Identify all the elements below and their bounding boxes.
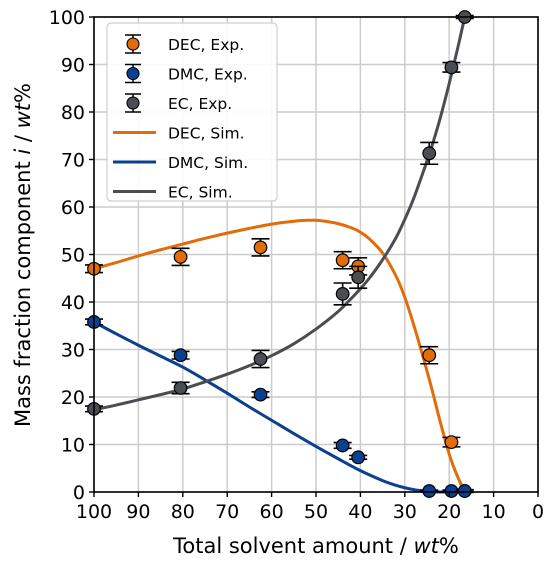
dec-exp-point (253, 240, 268, 255)
legend-label: DMC, Sim. (168, 154, 248, 172)
legend-item-dmc-sim: DMC, Sim. (113, 154, 248, 172)
ec-exp-point (173, 381, 188, 395)
legend-item-dmc-exp: DMC, Exp. (125, 63, 248, 84)
axis-ticks: 100 90 80 70 60 50 40 30 20 10 0010203040506070809… (49, 7, 544, 523)
y-axis-title-i: i (11, 149, 35, 155)
x-tick-label: 70 (215, 501, 239, 523)
y-tick-label: 70 (61, 150, 85, 172)
x-tick-label: 20 (437, 501, 461, 523)
x-tick-label: 100 (76, 501, 112, 523)
dec-exp-point (335, 253, 350, 268)
legend-box (106, 22, 278, 202)
ec-exp-point (422, 146, 437, 161)
y-tick-label: 40 (61, 292, 85, 314)
experimental-points (85, 10, 474, 498)
legend-marker (126, 96, 140, 110)
x-axis-title: Total solvent amount / wt% (172, 534, 459, 558)
y-axis-title-sep: / (11, 128, 35, 148)
legend-label: EC, Exp. (168, 95, 232, 113)
dec-sim-line (92, 218, 467, 494)
x-tick-label: 60 (260, 501, 284, 523)
legend-label: DMC, Exp. (168, 66, 248, 84)
dmc-exp-point (444, 484, 459, 498)
x-tick-label: 50 (304, 501, 328, 523)
x-tick-label: 80 (171, 501, 195, 523)
y-axis-title-main: Mass fraction component (11, 155, 35, 427)
dmc-exp-point (422, 484, 437, 498)
ec-exp-point (335, 287, 350, 301)
ec-exp-point (444, 60, 459, 75)
legend-item-ec-exp: EC, Exp. (125, 93, 232, 113)
x-axis-title-main: Total solvent amount / (172, 534, 413, 558)
legend-marker (126, 37, 140, 51)
legend-label: DEC, Sim. (168, 125, 245, 143)
x-tick-label: 40 (348, 501, 372, 523)
y-tick-label: 0 (73, 482, 85, 504)
legend-item-dec-exp: DEC, Exp. (125, 34, 244, 54)
dmc-exp-point (457, 484, 472, 498)
dec-exp-point (173, 249, 188, 264)
legend-label: DEC, Exp. (168, 36, 244, 54)
y-tick-label: 60 (61, 197, 85, 219)
legend-item-ec-sim: EC, Sim. (113, 184, 233, 202)
x-tick-label: 0 (532, 501, 544, 523)
y-tick-label: 90 (61, 55, 85, 77)
y-axis-title-unit: wt (11, 102, 35, 128)
y-tick-label: 10 (61, 435, 85, 457)
dec-exp-point (422, 348, 437, 363)
y-axis-title-suffix: % (11, 83, 35, 103)
y-tick-label: 80 (61, 102, 85, 124)
dmc-sim-line (92, 320, 467, 494)
dmc-exp-point (173, 348, 188, 363)
y-tick-label: 50 (61, 245, 85, 267)
x-tick-label: 90 (126, 501, 150, 523)
legend: DEC, Exp. DMC, Exp. EC, Exp. DEC, Sim. DMC, … (106, 22, 278, 202)
y-tick-label: 20 (61, 387, 85, 409)
x-axis-title-unit: wt (413, 534, 439, 558)
x-axis-title-suffix: % (439, 534, 459, 558)
x-tick-label: 10 (482, 501, 506, 523)
ec-exp-point (351, 270, 366, 285)
legend-label: EC, Sim. (168, 184, 233, 202)
dmc-exp-point (253, 387, 268, 402)
y-axis-title: Mass fraction component i / wt% (11, 83, 35, 427)
y-tick-label: 30 (61, 340, 85, 362)
y-tick-label: 100 (49, 7, 85, 29)
ec-exp-point (253, 352, 268, 366)
legend-item-dec-sim: DEC, Sim. (113, 125, 245, 143)
dec-exp-point (444, 435, 459, 450)
legend-marker (126, 66, 140, 81)
x-tick-label: 30 (393, 501, 417, 523)
dmc-exp-point (335, 438, 350, 453)
dmc-exp-point (351, 450, 366, 465)
